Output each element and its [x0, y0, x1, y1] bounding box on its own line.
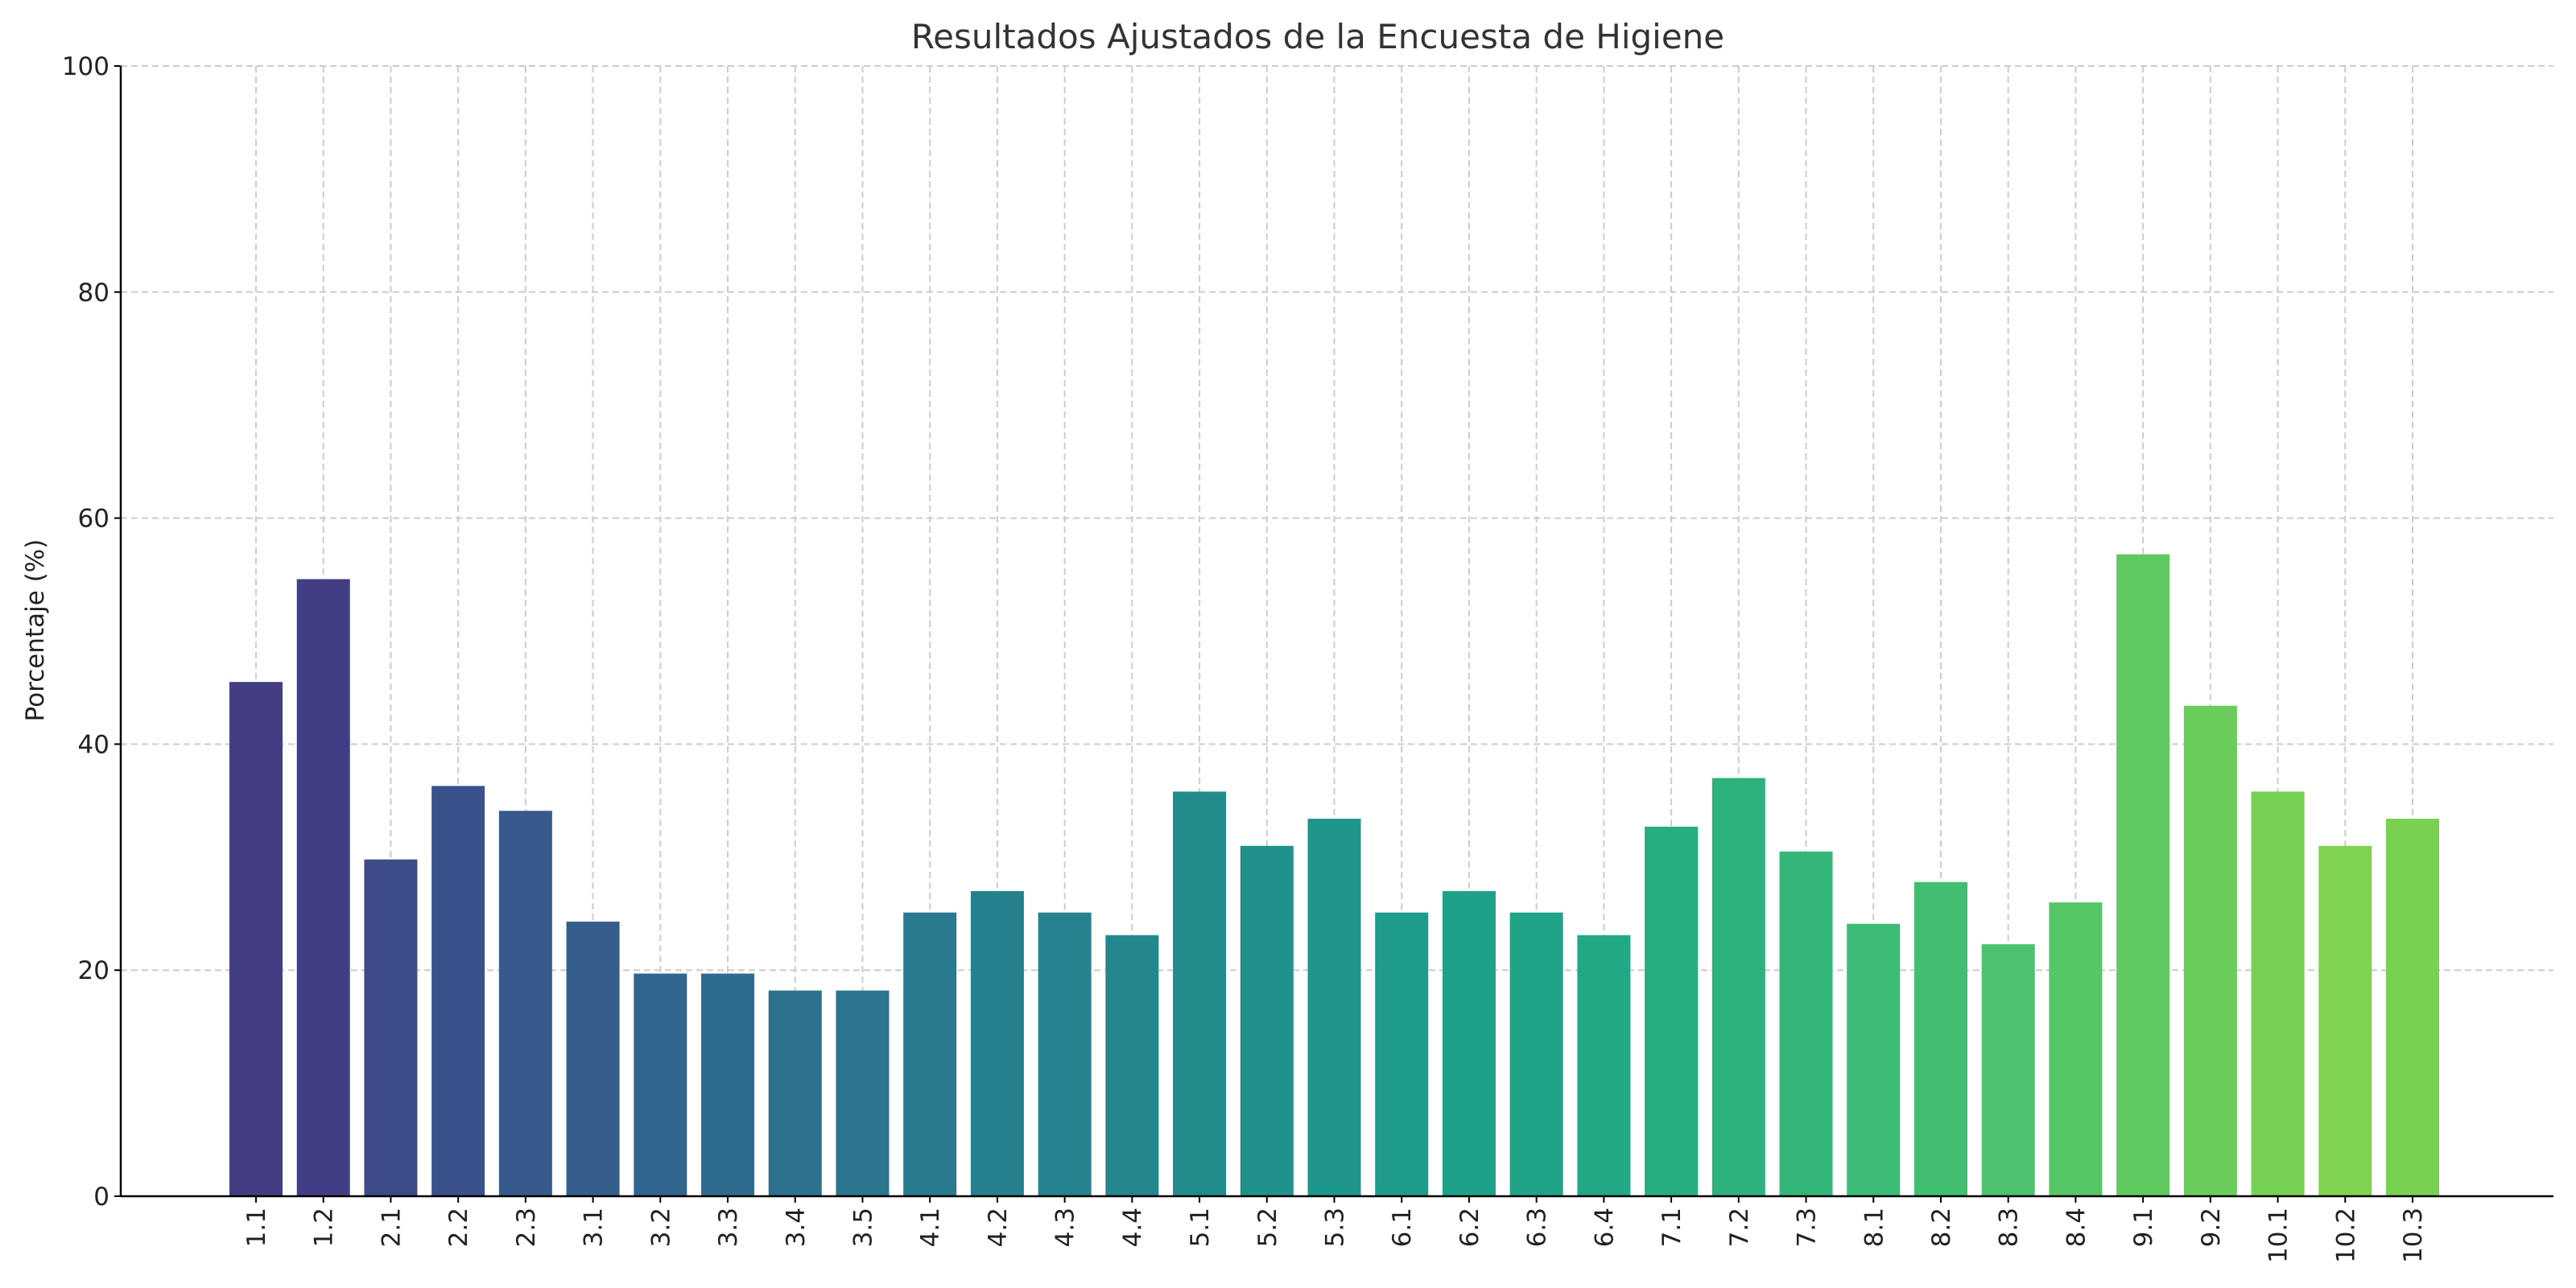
x-tick-label: 2.1	[377, 1208, 406, 1247]
x-tick-label: 10.2	[2331, 1208, 2360, 1263]
x-tick-label: 4.1	[916, 1208, 945, 1247]
x-tick-label: 3.1	[580, 1208, 609, 1247]
x-tick-label: 7.2	[1725, 1208, 1754, 1247]
x-tick-label: 8.1	[1860, 1208, 1889, 1247]
bars	[229, 554, 2439, 1196]
x-tick-label: 3.5	[848, 1208, 877, 1247]
bar-8.1	[1847, 923, 1901, 1196]
x-tick-label: 2.3	[512, 1208, 541, 1247]
x-tick-label: 8.3	[1995, 1208, 2024, 1247]
y-tick-label: 80	[78, 279, 109, 308]
x-tick-label: 9.2	[2197, 1208, 2226, 1247]
bar-4.2	[970, 890, 1024, 1196]
bar-6.2	[1442, 890, 1496, 1196]
y-axis-label: Porcentaje (%)	[21, 539, 50, 722]
y-tick-label: 60	[78, 505, 109, 534]
bar-7.1	[1645, 826, 1699, 1196]
chart-title: Resultados Ajustados de la Encuesta de H…	[911, 17, 1724, 56]
y-tick-label: 0	[93, 1183, 109, 1212]
x-axis-ticks: 1.1 1.2 2.1 2.2 2.3 3.1 3.2 3.3 3.4 3.5 4.1 4.2 4.3 4…	[242, 1196, 2428, 1263]
x-tick-label: 3.3	[714, 1208, 743, 1247]
bar-9.1	[2116, 554, 2170, 1196]
bar-10.2	[2318, 845, 2372, 1196]
bar-2.2	[431, 786, 485, 1196]
bar-6.3	[1509, 912, 1563, 1196]
bar-3.3	[701, 973, 755, 1196]
x-tick-label: 5.2	[1253, 1208, 1282, 1247]
x-tick-label: 2.2	[444, 1208, 473, 1247]
y-axis-ticks: 0 20 40 60 80 100	[62, 52, 121, 1212]
x-tick-label: 4.3	[1051, 1208, 1080, 1247]
x-tick-label: 10.1	[2264, 1208, 2293, 1263]
bar-5.1	[1173, 791, 1227, 1196]
bar-7.2	[1711, 778, 1765, 1196]
x-tick-label: 10.3	[2399, 1208, 2428, 1263]
bar-7.3	[1779, 851, 1833, 1196]
bar-4.1	[903, 912, 957, 1196]
x-tick-label: 5.1	[1186, 1208, 1215, 1247]
bar-4.3	[1038, 912, 1092, 1196]
bar-8.3	[1981, 943, 2035, 1196]
x-tick-label: 7.3	[1793, 1208, 1822, 1247]
bar-6.1	[1375, 912, 1429, 1196]
bar-10.1	[2251, 791, 2305, 1196]
bar-2.1	[364, 859, 418, 1196]
x-tick-label: 5.3	[1321, 1208, 1350, 1247]
bar-9.2	[2183, 705, 2237, 1196]
bar-6.4	[1577, 935, 1631, 1196]
x-tick-label: 1.1	[242, 1208, 271, 1247]
bar-5.3	[1307, 819, 1361, 1196]
bar-3.1	[566, 921, 620, 1196]
y-tick-label: 100	[62, 52, 109, 81]
bar-5.2	[1240, 845, 1294, 1196]
x-tick-label: 8.2	[1927, 1208, 1956, 1247]
bar-10.3	[2386, 819, 2439, 1196]
x-tick-label: 9.1	[2129, 1208, 2158, 1247]
bar-1.1	[229, 682, 283, 1196]
x-tick-label: 4.2	[984, 1208, 1013, 1247]
x-tick-label: 6.3	[1523, 1208, 1552, 1247]
x-tick-label: 6.2	[1455, 1208, 1484, 1247]
x-tick-label: 8.4	[2062, 1208, 2091, 1247]
y-tick-label: 20	[78, 956, 109, 985]
x-tick-label: 3.4	[782, 1208, 811, 1247]
bar-4.4	[1105, 935, 1159, 1196]
bar-3.4	[768, 990, 822, 1196]
x-tick-label: 6.4	[1590, 1208, 1619, 1247]
x-tick-label: 4.4	[1118, 1208, 1147, 1247]
bar-8.2	[1913, 881, 1967, 1196]
bar-8.4	[2049, 902, 2103, 1196]
bar-3.2	[634, 973, 687, 1196]
x-tick-label: 7.1	[1657, 1208, 1686, 1247]
bar-1.2	[296, 579, 350, 1196]
y-tick-label: 40	[78, 730, 109, 759]
x-tick-label: 3.2	[646, 1208, 675, 1247]
bar-3.5	[836, 990, 890, 1196]
bar-2.3	[498, 811, 552, 1196]
x-tick-label: 1.2	[310, 1208, 339, 1247]
x-tick-label: 6.1	[1388, 1208, 1417, 1247]
